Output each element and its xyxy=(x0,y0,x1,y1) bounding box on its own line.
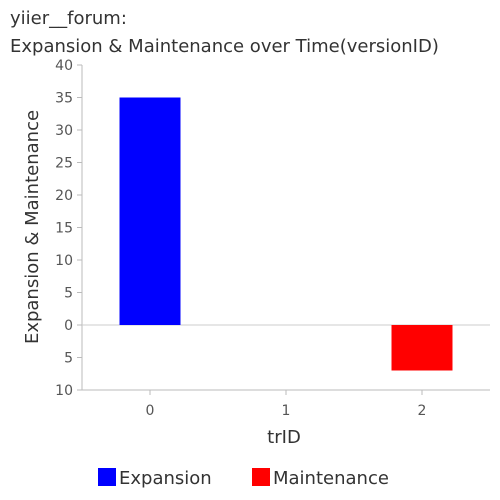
legend-swatch-expansion xyxy=(98,468,116,486)
y-tick-label: 40 xyxy=(55,58,73,74)
y-tick-label: 25 xyxy=(55,156,73,172)
y-tick-label: 10 xyxy=(55,253,73,269)
x-axis-label: trID xyxy=(267,427,301,448)
plot-area: 40 35 30 25 20 15 10 5 0 5 10 0 1 2 xyxy=(55,58,490,419)
y-tick-label: 20 xyxy=(55,188,73,204)
legend: Expansion Maintenance xyxy=(98,468,389,489)
y-tick-label: 5 xyxy=(64,351,73,367)
y-tick-label: 5 xyxy=(64,286,73,302)
x-tick-label: 2 xyxy=(418,403,427,419)
x-tick-label: 1 xyxy=(282,403,291,419)
bar-maintenance xyxy=(391,325,453,371)
chart-title-line-1: yiier__forum: xyxy=(10,8,127,29)
y-tick-label: 30 xyxy=(55,123,73,139)
x-tick-label: 0 xyxy=(146,403,155,419)
legend-label-maintenance: Maintenance xyxy=(273,468,389,489)
chart-title-line-2: Expansion & Maintenance over Time(versio… xyxy=(10,36,439,57)
y-tick-label: 0 xyxy=(64,318,73,334)
bar-expansion xyxy=(119,97,181,325)
y-tick-label: 35 xyxy=(55,91,73,107)
legend-label-expansion: Expansion xyxy=(119,468,212,489)
y-tick-label: 10 xyxy=(55,383,73,399)
legend-swatch-maintenance xyxy=(252,468,270,486)
y-axis-label: Expansion & Maintenance xyxy=(22,110,43,344)
y-tick-label: 15 xyxy=(55,221,73,237)
